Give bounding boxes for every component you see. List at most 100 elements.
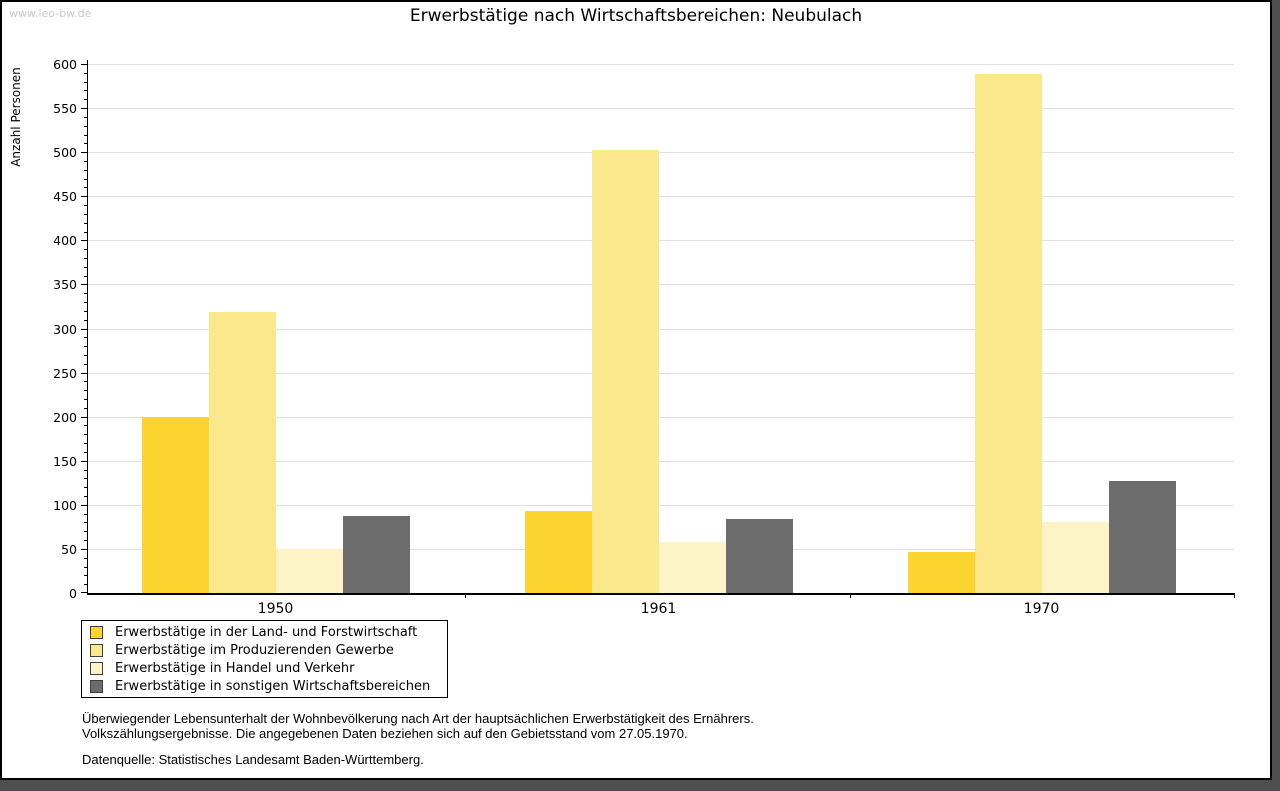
- y-tick-label: 450: [53, 189, 77, 205]
- chart-title: Erwerbstätige nach Wirtschaftsbereichen:…: [409, 6, 863, 26]
- bar: [591, 150, 659, 593]
- y-tick-minor: [84, 266, 87, 268]
- x-category-label: 1961: [640, 601, 677, 617]
- x-tick: [465, 593, 466, 598]
- y-tick-label: 100: [53, 497, 77, 513]
- y-tick-major: [81, 240, 87, 242]
- gridline: [88, 372, 1234, 374]
- bar: [141, 417, 209, 593]
- gridline: [88, 196, 1234, 198]
- gridline: [88, 416, 1234, 418]
- bar: [208, 312, 276, 593]
- y-tick-minor: [84, 443, 87, 445]
- y-tick-minor: [84, 496, 87, 498]
- y-tick-minor: [84, 451, 87, 453]
- y-tick-major: [81, 416, 87, 418]
- y-tick-minor: [84, 531, 87, 533]
- y-tick-major: [81, 504, 87, 506]
- x-tick: [1234, 593, 1235, 598]
- legend-swatch: [90, 661, 103, 675]
- legend-label: Erwerbstätige in der Land- und Forstwirt…: [115, 624, 418, 640]
- y-tick-minor: [84, 487, 87, 489]
- legend-row: Erwerbstätige in sonstigen Wirtschaftsbe…: [90, 677, 447, 695]
- gridline: [88, 504, 1234, 506]
- y-tick-label: 500: [53, 145, 77, 161]
- legend-swatch: [90, 679, 103, 693]
- gridline: [88, 64, 1234, 65]
- y-tick-minor: [84, 213, 87, 215]
- y-tick-label: 550: [53, 101, 77, 117]
- y-tick-minor: [84, 275, 87, 277]
- y-tick-minor: [84, 478, 87, 480]
- plot-area: 0 50 100 150 200 250 300 350 400 450 500 550 600 1950…: [53, 58, 1235, 617]
- y-tick-label: 600: [53, 57, 77, 72]
- gridline: [88, 284, 1234, 286]
- y-tick-major: [81, 372, 87, 374]
- y-tick-label: 0: [69, 586, 77, 601]
- bar: [1108, 481, 1176, 593]
- figure-frame: www.leo-bw.de Erwerbstätige nach Wirtsch…: [0, 0, 1272, 780]
- y-tick-minor: [84, 231, 87, 233]
- y-tick-minor: [84, 310, 87, 312]
- y-tick-minor: [84, 222, 87, 224]
- y-tick-minor: [84, 557, 87, 559]
- footnote-line: Volkszählungsergebnisse. Die angegebenen…: [82, 725, 688, 741]
- y-tick-major: [81, 460, 87, 462]
- y-tick-minor: [84, 134, 87, 136]
- y-tick-label: 400: [53, 233, 77, 249]
- y-tick-minor: [84, 584, 87, 586]
- y-tick-minor: [84, 99, 87, 101]
- y-tick-minor: [84, 319, 87, 321]
- y-tick-minor: [84, 399, 87, 401]
- y-tick-label: 150: [53, 453, 77, 469]
- y-tick-label: 200: [53, 409, 77, 425]
- y-tick-minor: [84, 187, 87, 189]
- y-tick-major: [81, 196, 87, 198]
- legend-swatch: [90, 625, 103, 639]
- legend-label: Erwerbstätige im Produzierenden Gewerbe: [115, 642, 394, 658]
- y-tick-minor: [84, 257, 87, 259]
- y-axis-label: Anzahl Personen: [9, 67, 23, 167]
- y-tick-minor: [84, 522, 87, 524]
- bar: [658, 542, 726, 593]
- x-tick: [850, 593, 851, 598]
- y-tick-major: [81, 152, 87, 154]
- y-tick-minor: [84, 363, 87, 365]
- bar: [725, 519, 793, 593]
- legend-row: Erwerbstätige in der Land- und Forstwirt…: [90, 623, 447, 641]
- watermark: www.leo-bw.de: [9, 7, 92, 20]
- y-tick-minor: [84, 302, 87, 304]
- y-tick-minor: [84, 81, 87, 83]
- y-tick-label: 300: [53, 321, 77, 337]
- bar: [275, 549, 343, 593]
- y-tick-minor: [84, 178, 87, 180]
- y-tick-minor: [84, 72, 87, 74]
- y-tick-minor: [84, 143, 87, 145]
- y-tick-major: [81, 64, 87, 65]
- legend: Erwerbstätige in der Land- und Forstwirt…: [81, 620, 448, 698]
- y-tick-label: 350: [53, 277, 77, 293]
- x-category-label: 1970: [1023, 601, 1060, 617]
- bar: [907, 552, 975, 593]
- footnote: Überwiegender Lebensunterhalt der Wohnbe…: [82, 711, 754, 741]
- y-tick-minor: [84, 90, 87, 92]
- bar: [342, 516, 410, 593]
- y-tick-minor: [84, 293, 87, 295]
- y-tick-minor: [84, 160, 87, 162]
- y-tick-major: [81, 108, 87, 110]
- y-tick-label: 250: [53, 365, 77, 381]
- y-tick-minor: [84, 337, 87, 339]
- y-tick-label: 50: [61, 541, 77, 557]
- legend-row: Erwerbstätige in Handel und Verkehr: [90, 659, 447, 677]
- y-tick-minor: [84, 540, 87, 542]
- legend-swatch: [90, 643, 103, 657]
- source-note: Datenquelle: Statistisches Landesamt Bad…: [82, 752, 424, 767]
- bar: [974, 74, 1042, 593]
- y-tick-minor: [84, 354, 87, 356]
- y-tick-major: [81, 592, 87, 593]
- y-tick-minor: [84, 125, 87, 127]
- gridline: [88, 152, 1234, 154]
- gridline: [88, 108, 1234, 110]
- bar: [524, 511, 592, 593]
- gridline: [88, 328, 1234, 330]
